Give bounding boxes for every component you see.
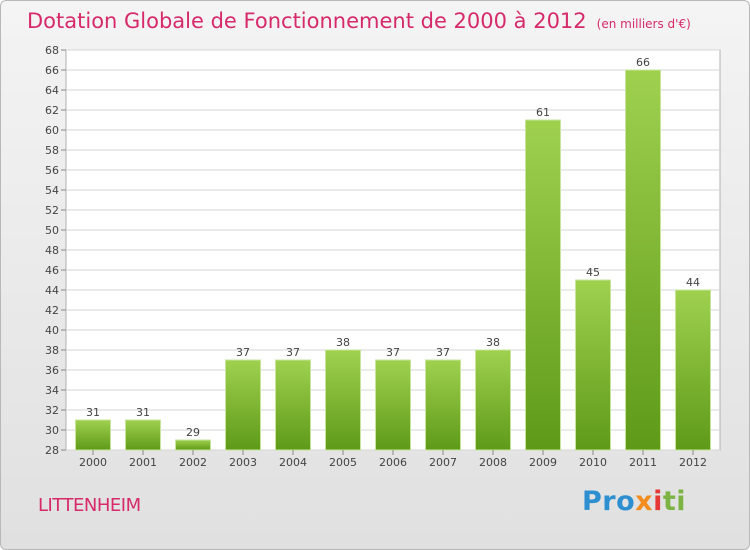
y-tick-label: 52	[45, 204, 59, 217]
data-label: 37	[386, 346, 400, 359]
y-tick-label: 66	[45, 64, 59, 77]
data-label: 29	[186, 426, 200, 439]
x-tick-label: 2006	[379, 456, 407, 469]
y-tick-label: 34	[45, 384, 59, 397]
data-label: 31	[136, 406, 150, 419]
x-tick-label: 2004	[279, 456, 307, 469]
bar-2007	[425, 359, 461, 451]
bar-2012	[675, 289, 711, 451]
y-tick-label: 30	[45, 424, 59, 437]
bar-2004	[275, 359, 311, 451]
bar-2010	[575, 279, 611, 451]
bar-2003	[225, 359, 261, 451]
y-tick-label: 28	[45, 444, 59, 457]
data-label: 61	[536, 106, 550, 119]
y-tick-label: 36	[45, 364, 59, 377]
x-axis: 2000 2001 2002 2003 2004 2005 2006 2007 2008 2009…	[79, 450, 707, 469]
y-tick-label: 64	[45, 84, 59, 97]
bar-2000	[75, 419, 111, 451]
data-label: 31	[86, 406, 100, 419]
bar-2001	[125, 419, 161, 451]
data-label: 66	[636, 56, 650, 69]
bar-2008	[475, 349, 511, 451]
bar-2011	[625, 69, 661, 451]
y-tick-label: 40	[45, 324, 59, 337]
y-tick-label: 50	[45, 224, 59, 237]
data-label: 38	[486, 336, 500, 349]
proxiti-logo: Proxiti	[582, 486, 687, 517]
y-tick-label: 44	[45, 284, 59, 297]
y-tick-label: 62	[45, 104, 59, 117]
data-labels: 31 31 29 37 37 38 37 37 38 61 45 66 44	[86, 56, 700, 439]
x-tick-label: 2005	[329, 456, 357, 469]
data-label: 44	[686, 276, 700, 289]
bar-2002	[175, 439, 211, 451]
x-tick-label: 2008	[479, 456, 507, 469]
y-tick-label: 32	[45, 404, 59, 417]
y-tick-label: 60	[45, 124, 59, 137]
y-tick-label: 42	[45, 304, 59, 317]
data-label: 38	[336, 336, 350, 349]
bar-2005	[325, 349, 361, 451]
title-unit: (en milliers d'€)	[596, 17, 691, 31]
data-label: 37	[236, 346, 250, 359]
y-tick-label: 58	[45, 144, 59, 157]
data-label: 37	[436, 346, 450, 359]
x-tick-label: 2002	[179, 456, 207, 469]
x-tick-label: 2001	[129, 456, 157, 469]
bar-2009	[525, 119, 561, 451]
y-tick-label: 68	[45, 44, 59, 57]
x-tick-label: 2003	[229, 456, 257, 469]
y-tick-label: 54	[45, 184, 59, 197]
bar-2006	[375, 359, 411, 451]
y-tick-label: 46	[45, 264, 59, 277]
data-label: 37	[286, 346, 300, 359]
y-tick-label: 38	[45, 344, 59, 357]
commune-name: LITTENHEIM	[38, 495, 141, 516]
y-tick-label: 48	[45, 244, 59, 257]
x-tick-label: 2000	[79, 456, 107, 469]
title-text: Dotation Globale de Fonctionnement de 20…	[27, 9, 587, 33]
y-axis: 28 30 32 34 36 38 40 42 44 46 48 50 52 54 56 58 60 62 64 66…	[45, 44, 66, 457]
x-tick-label: 2010	[579, 456, 607, 469]
bars	[75, 69, 711, 451]
y-tick-label: 56	[45, 164, 59, 177]
data-label: 45	[586, 266, 600, 279]
x-tick-label: 2009	[529, 456, 557, 469]
x-tick-label: 2012	[679, 456, 707, 469]
x-tick-label: 2007	[429, 456, 457, 469]
chart-title: Dotation Globale de Fonctionnement de 20…	[27, 8, 691, 37]
x-tick-label: 2011	[629, 456, 657, 469]
